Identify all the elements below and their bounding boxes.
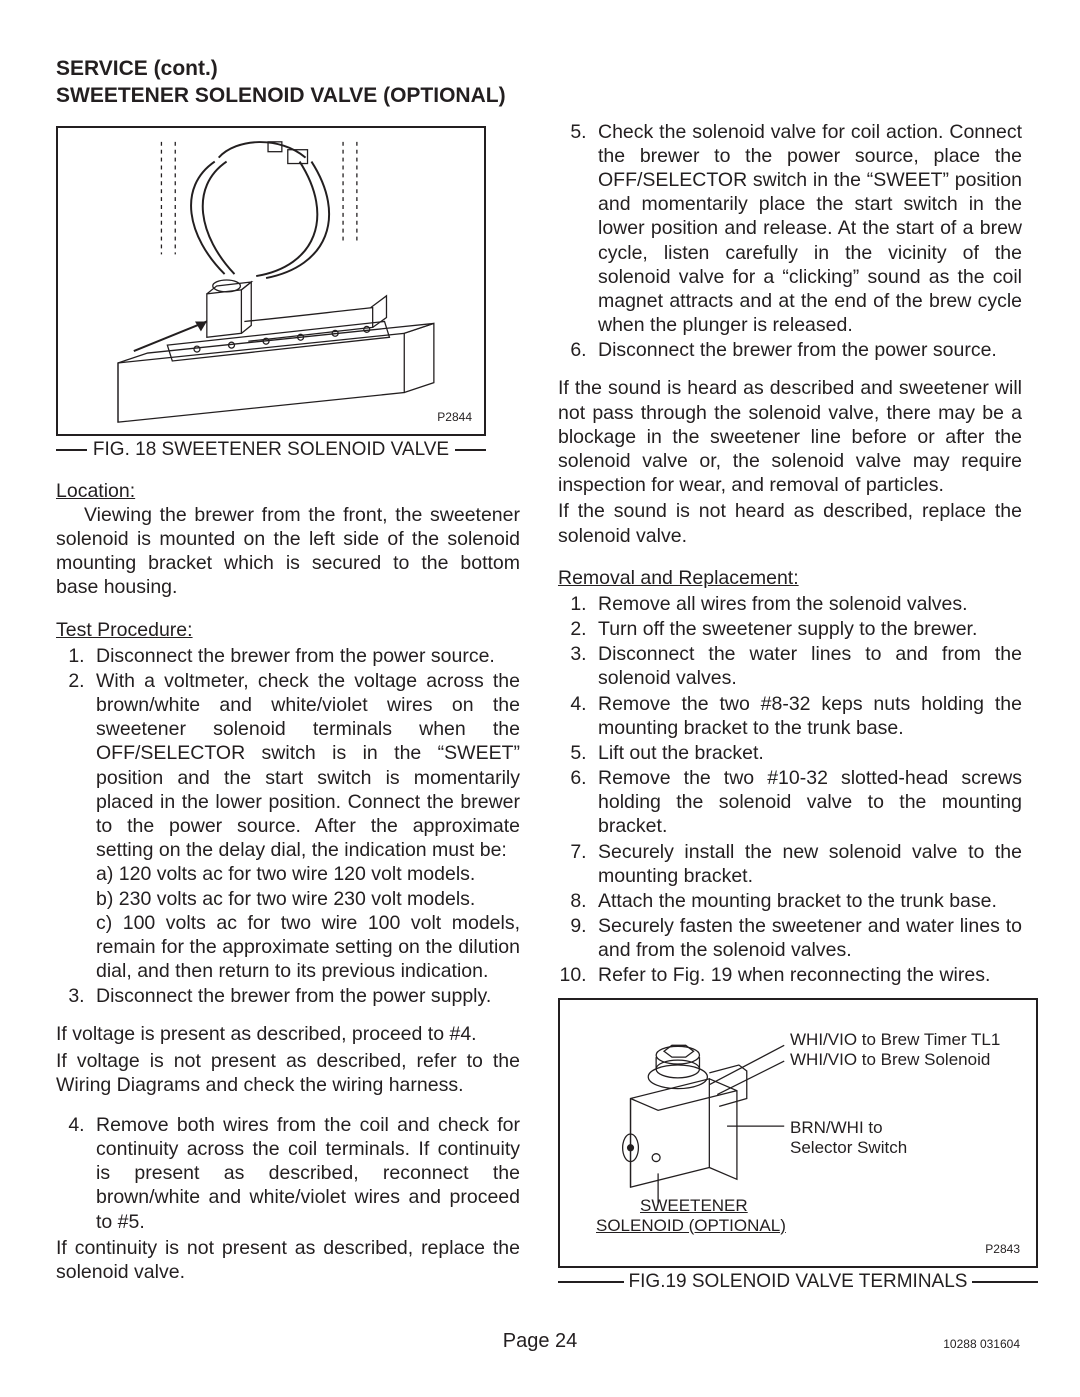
test-step-5: Check the solenoid valve for coil action… — [592, 120, 1022, 338]
removal-label-text: Removal and Replacement: — [558, 567, 799, 589]
test-procedure-label: Test Procedure: — [56, 618, 520, 642]
test-procedure-list: Disconnect the brewer from the power sou… — [56, 644, 520, 1009]
doc-number: 10288 031604 — [943, 1337, 1020, 1351]
left-column: P2844 FIG. 18 SWEETENER SOLENOID VALVE L… — [56, 118, 520, 1293]
two-column-layout: P2844 FIG. 18 SWEETENER SOLENOID VALVE L… — [56, 118, 1024, 1293]
figure-19-partnum: P2843 — [985, 1242, 1020, 1256]
removal-step-5: Lift out the bracket. — [592, 741, 1022, 765]
test-step-3: Disconnect the brewer from the power sup… — [90, 984, 520, 1008]
removal-step-2: Turn off the sweetener supply to the bre… — [592, 617, 1022, 641]
removal-step-6: Remove the two #10-32 slotted-head screw… — [592, 766, 1022, 839]
after-step4: If continuity is not present as describe… — [56, 1236, 520, 1284]
figure-19-frame: WHI/VIO to Brew Timer TL1 WHI/VIO to Bre… — [558, 998, 1038, 1268]
removal-step-8: Attach the mounting bracket to the trunk… — [592, 889, 1022, 913]
figure-19: WHI/VIO to Brew Timer TL1 WHI/VIO to Bre… — [558, 998, 1022, 1293]
after-step3-a: If voltage is present as described, proc… — [56, 1022, 520, 1046]
fig19-label-sw1: SWEETENER — [640, 1196, 748, 1216]
test-procedure-label-text: Test Procedure: — [56, 619, 193, 641]
test-step-2c: c) 100 volts ac for two wire 100 volt mo… — [96, 911, 520, 984]
test-step-4: Remove both wires from the coil and chec… — [90, 1113, 520, 1234]
figure-18-partnum: P2844 — [437, 410, 472, 424]
heading-service-cont: SERVICE (cont.) — [56, 56, 1024, 83]
page-number: Page 24 — [0, 1330, 1080, 1353]
figure-19-caption-row: FIG.19 SOLENOID VALVE TERMINALS — [558, 1271, 1038, 1293]
figure-18-rule-left — [56, 449, 87, 451]
section-headings: SERVICE (cont.) SWEETENER SOLENOID VALVE… — [56, 56, 1024, 110]
figure-18-frame: P2844 — [56, 126, 486, 436]
removal-step-7: Securely install the new solenoid valve … — [592, 840, 1022, 888]
test-step-2-text: With a voltmeter, check the voltage acro… — [96, 670, 520, 861]
removal-step-4: Remove the two #8-32 keps nuts holding t… — [592, 692, 1022, 740]
test-procedure-list-3: Check the solenoid valve for coil action… — [558, 120, 1022, 363]
figure-19-rule-right — [972, 1281, 1038, 1283]
figure-19-rule-left — [558, 1281, 624, 1283]
figure-18-caption-row: FIG. 18 SWEETENER SOLENOID VALVE — [56, 439, 486, 461]
fig19-label-brn1: BRN/WHI to — [790, 1118, 883, 1138]
after-step3-b: If voltage is not present as described, … — [56, 1049, 520, 1097]
page: SERVICE (cont.) SWEETENER SOLENOID VALVE… — [0, 0, 1080, 1397]
figure-18-diagram — [58, 128, 484, 434]
after-step6-b: If the sound is not heard as described, … — [558, 499, 1022, 547]
removal-label: Removal and Replacement: — [558, 566, 1022, 590]
removal-list: Remove all wires from the solenoid valve… — [558, 592, 1022, 988]
test-step-1: Disconnect the brewer from the power sou… — [90, 644, 520, 668]
removal-step-1: Remove all wires from the solenoid valve… — [592, 592, 1022, 616]
figure-18: P2844 FIG. 18 SWEETENER SOLENOID VALVE — [56, 126, 520, 461]
location-label-text: Location: — [56, 480, 135, 502]
removal-step-3: Disconnect the water lines to and from t… — [592, 642, 1022, 690]
heading-subsection: SWEETENER SOLENOID VALVE (OPTIONAL) — [56, 83, 1024, 110]
fig19-label-brn2: Selector Switch — [790, 1138, 907, 1158]
figure-19-caption: FIG.19 SOLENOID VALVE TERMINALS — [624, 1271, 973, 1293]
fig19-label-tl1: WHI/VIO to Brew Timer TL1 — [790, 1030, 1000, 1050]
removal-step-9: Securely fasten the sweetener and water … — [592, 914, 1022, 962]
test-procedure-list-2: Remove both wires from the coil and chec… — [56, 1113, 520, 1234]
fig19-label-sw2: SOLENOID (OPTIONAL) — [596, 1216, 786, 1236]
test-step-2: With a voltmeter, check the voltage acro… — [90, 669, 520, 983]
figure-18-rule-right — [455, 449, 486, 451]
test-step-6: Disconnect the brewer from the power sou… — [592, 338, 1022, 362]
removal-step-10: Refer to Fig. 19 when reconnecting the w… — [592, 963, 1022, 987]
fig19-label-sol: WHI/VIO to Brew Solenoid — [790, 1050, 990, 1070]
after-step6-a: If the sound is heard as described and s… — [558, 376, 1022, 497]
location-label: Location: — [56, 479, 520, 503]
right-column: Check the solenoid valve for coil action… — [558, 118, 1022, 1293]
test-step-2a: a) 120 volts ac for two wire 120 volt mo… — [96, 862, 520, 886]
figure-18-caption: FIG. 18 SWEETENER SOLENOID VALVE — [87, 439, 455, 461]
test-step-2b: b) 230 volts ac for two wire 230 volt mo… — [96, 887, 520, 911]
location-paragraph: Viewing the brewer from the front, the s… — [56, 503, 520, 600]
